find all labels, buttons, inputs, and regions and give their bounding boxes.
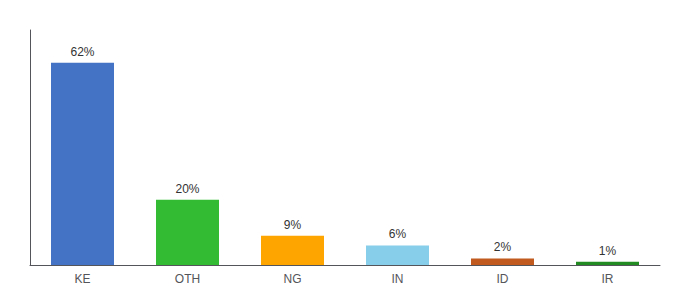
svg-text:2%: 2% — [494, 240, 512, 254]
svg-text:9%: 9% — [284, 218, 302, 232]
svg-text:20%: 20% — [175, 182, 199, 196]
svg-text:6%: 6% — [389, 227, 407, 241]
svg-text:IR: IR — [602, 272, 614, 286]
svg-text:IN: IN — [392, 272, 404, 286]
svg-text:ID: ID — [497, 272, 509, 286]
svg-text:62%: 62% — [70, 45, 94, 59]
svg-text:1%: 1% — [599, 244, 617, 258]
svg-text:KE: KE — [74, 272, 90, 286]
svg-text:NG: NG — [284, 272, 302, 286]
svg-text:OTH: OTH — [175, 272, 200, 286]
